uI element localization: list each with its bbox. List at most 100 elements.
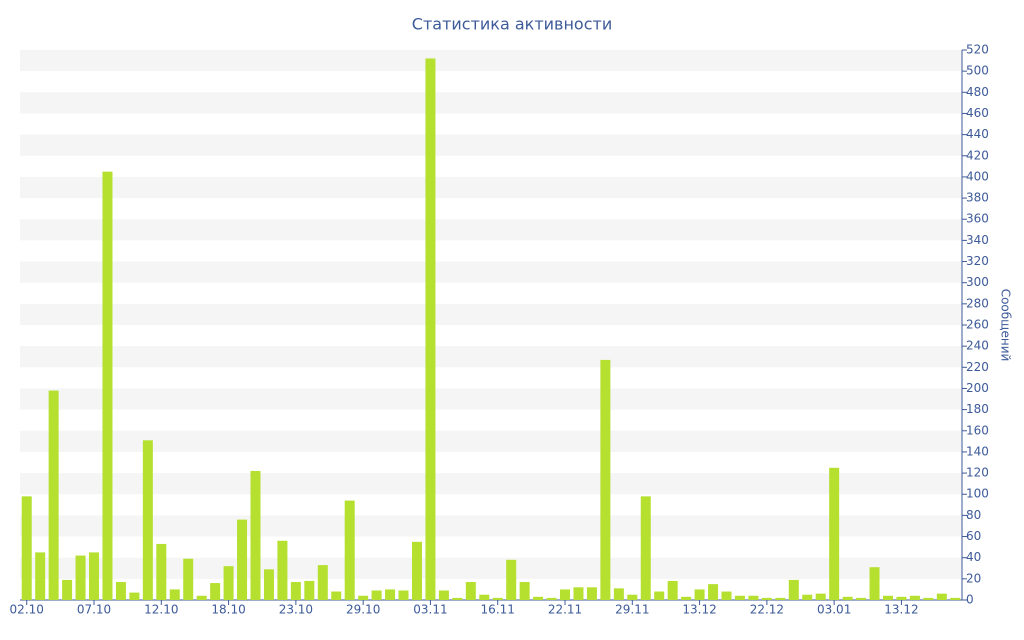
bar [371, 590, 382, 600]
grid-band [20, 515, 962, 537]
bar [506, 559, 517, 600]
grid-band [20, 92, 962, 114]
y-tick-label: 60 [966, 529, 981, 543]
bar [815, 593, 826, 600]
y-tick-label: 280 [966, 296, 989, 310]
y-tick-label: 260 [966, 318, 989, 332]
bar [667, 580, 678, 600]
bar [75, 555, 86, 600]
y-tick-label: 220 [966, 360, 989, 374]
y-tick-label: 420 [966, 148, 989, 162]
grid-band [20, 473, 962, 495]
x-tick-label: 13.12 [682, 603, 716, 617]
bar [802, 594, 813, 600]
y-tick-label: 360 [966, 212, 989, 226]
x-tick-label: 29.11 [615, 603, 649, 617]
bar [613, 588, 624, 600]
bar [748, 595, 759, 600]
grid-band [20, 134, 962, 156]
bar [788, 579, 799, 600]
y-tick-label: 400 [966, 169, 989, 183]
bar [102, 171, 113, 600]
y-tick-label: 460 [966, 106, 989, 120]
y-tick-label: 200 [966, 381, 989, 395]
bar [183, 558, 194, 600]
y-tick-label: 180 [966, 402, 989, 416]
grid-band [20, 430, 962, 452]
bar [882, 595, 893, 600]
bar [317, 565, 328, 600]
x-tick-label: 23.10 [279, 603, 313, 617]
bar [869, 567, 880, 600]
bar [627, 594, 638, 600]
bar [438, 590, 449, 600]
bar [385, 589, 396, 600]
bar [519, 582, 530, 600]
x-tick-label: 16.11 [481, 603, 515, 617]
x-tick-label: 03.11 [413, 603, 447, 617]
bar [923, 597, 934, 600]
x-tick-label: 22.11 [548, 603, 582, 617]
y-tick-label: 380 [966, 191, 989, 205]
chart-title: Статистика активности [412, 15, 612, 34]
y-tick-label: 20 [966, 571, 981, 585]
bar [156, 543, 167, 600]
grid-band [20, 176, 962, 199]
x-tick-label: 02.10 [10, 603, 44, 617]
bar [196, 595, 207, 600]
bar [89, 552, 100, 600]
x-tick-label: 18.10 [211, 603, 245, 617]
bar [573, 587, 584, 600]
bar [694, 589, 705, 600]
y-tick-label: 100 [966, 487, 989, 501]
bar [129, 592, 140, 600]
bar [546, 597, 557, 600]
x-tick-label: 03.01 [817, 603, 851, 617]
y-tick-label: 300 [966, 275, 989, 289]
bar [909, 595, 920, 600]
x-tick-label: 12.10 [144, 603, 178, 617]
y-tick-label: 500 [966, 64, 989, 78]
bar [304, 580, 315, 600]
bar [533, 596, 544, 600]
bar [223, 566, 234, 600]
y-tick-label: 440 [966, 127, 989, 141]
bar [640, 496, 651, 600]
y-tick-label: 120 [966, 466, 989, 480]
y-axis-title: Сообщений [999, 289, 1013, 362]
y-tick-label: 240 [966, 339, 989, 353]
bar [775, 597, 786, 600]
bar [169, 589, 180, 600]
bar [708, 584, 719, 600]
bar [263, 569, 274, 600]
y-tick-label: 0 [966, 593, 974, 607]
bar [465, 582, 476, 600]
bar [35, 552, 46, 600]
x-tick-label: 13.12 [884, 603, 918, 617]
grid-band [20, 261, 962, 283]
bar [21, 496, 32, 600]
bar [896, 596, 907, 600]
x-tick-label: 07.10 [77, 603, 111, 617]
bar [331, 591, 342, 600]
bar [48, 390, 59, 600]
y-tick-label: 140 [966, 444, 989, 458]
bar [210, 583, 221, 600]
bar [681, 596, 692, 600]
y-tick-label: 80 [966, 508, 981, 522]
bar [586, 587, 597, 600]
grid-band [20, 346, 962, 368]
bar [721, 591, 732, 600]
y-tick-label: 340 [966, 233, 989, 247]
bar [936, 593, 947, 600]
y-tick-label: 480 [966, 85, 989, 99]
bar [950, 597, 961, 600]
bar [452, 597, 463, 600]
y-tick-label: 320 [966, 254, 989, 268]
bar [734, 595, 745, 600]
bar [411, 541, 422, 600]
grid-band [20, 50, 962, 72]
y-tick-label: 40 [966, 550, 981, 564]
bar [842, 596, 853, 600]
